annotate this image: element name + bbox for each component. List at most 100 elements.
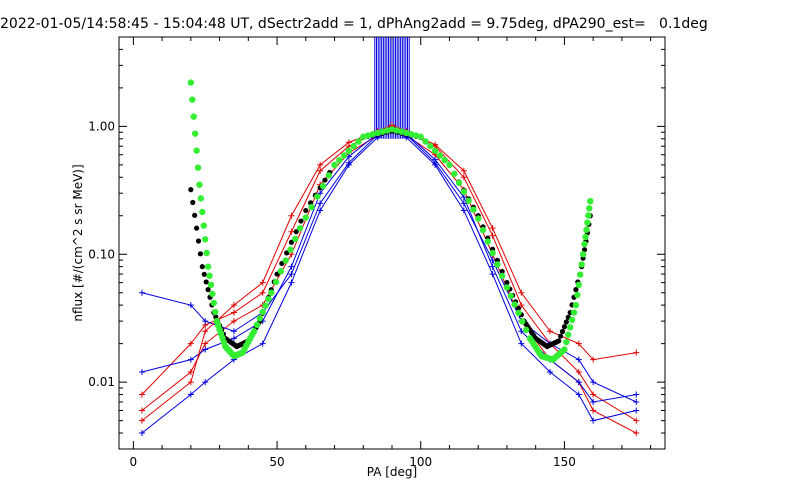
series-line-blue <box>141 126 637 403</box>
data-point-red <box>317 161 324 168</box>
fit-point-black <box>190 199 196 206</box>
data-point-blue <box>259 340 266 347</box>
fit-point-black <box>197 251 204 257</box>
fit-point-green <box>190 113 197 120</box>
data-point-blue <box>202 346 209 353</box>
data-point-blue <box>633 407 640 414</box>
fit-point-green <box>314 193 321 200</box>
fit-point-green <box>202 236 209 243</box>
series-line-red <box>141 124 637 422</box>
data-point-blue <box>460 207 467 214</box>
fit-point-green <box>570 309 578 316</box>
fit-point-green <box>340 152 348 159</box>
fit-point-green <box>407 131 415 138</box>
fit-point-green <box>189 96 196 103</box>
data-point-red <box>230 318 237 325</box>
data-point-blue <box>138 369 145 376</box>
data-point-red <box>590 407 597 414</box>
data-point-blue <box>590 379 597 386</box>
fit-point-green <box>265 295 272 303</box>
data-point-blue <box>460 200 467 207</box>
fit-point-black <box>195 238 202 244</box>
fit-point-green <box>511 301 518 308</box>
fit-point-green <box>277 268 285 275</box>
fit-point-green <box>350 142 357 150</box>
fit-point-green <box>579 251 587 258</box>
y-tick-label: 1.00 <box>88 119 115 133</box>
data-point-blue <box>288 271 295 278</box>
fit-point-green <box>287 246 294 253</box>
data-point-blue <box>202 318 209 325</box>
data-point-red <box>489 232 496 239</box>
fit-point-green <box>199 208 206 216</box>
fit-point-green <box>427 142 434 150</box>
data-point-red <box>460 174 467 181</box>
fit-point-green <box>250 328 258 335</box>
fit-point-black <box>557 333 564 339</box>
data-point-red <box>317 167 324 174</box>
data-point-blue <box>489 263 496 270</box>
fit-point-green <box>484 238 491 245</box>
data-point-blue <box>317 207 324 214</box>
fit-point-green <box>398 128 405 135</box>
data-point-red <box>259 279 266 286</box>
x-tick-label: 50 <box>269 455 284 469</box>
fit-point-green <box>302 214 309 221</box>
fit-point-green <box>566 324 574 331</box>
fit-point-green <box>393 127 400 134</box>
x-axis-label: PA [deg] <box>367 465 417 479</box>
spike-group <box>374 37 410 139</box>
data-point-blue <box>288 263 295 270</box>
data-point-red <box>460 167 467 174</box>
x-tick-label: 150 <box>553 455 576 469</box>
data-point-red <box>187 369 194 376</box>
fit-point-green <box>470 206 477 213</box>
fit-point-green <box>336 156 343 164</box>
fit-point-green <box>586 205 593 212</box>
fit-point-green <box>446 161 453 169</box>
fit-point-green <box>325 172 332 179</box>
fit-point-green <box>503 284 511 291</box>
fit-point-green <box>345 147 353 155</box>
data-point-red <box>489 225 496 232</box>
fit-point-black <box>303 207 309 214</box>
fit-point-green <box>268 289 275 296</box>
series-line-blue <box>141 130 637 434</box>
data-point-red <box>187 379 194 386</box>
data-point-red <box>547 328 554 335</box>
fit-point-green <box>582 233 589 241</box>
data-point-red <box>633 349 640 356</box>
fit-point-green <box>441 156 448 164</box>
data-point-red <box>259 289 266 296</box>
fit-point-green <box>253 321 261 329</box>
fit-point-black <box>515 305 522 311</box>
fit-point-black <box>201 271 207 277</box>
data-point-red <box>187 340 194 347</box>
data-point-red <box>590 391 597 398</box>
data-point-red <box>633 417 640 424</box>
fit-point-green <box>203 249 210 257</box>
fit-point-green <box>212 308 219 316</box>
fit-point-green <box>204 263 212 270</box>
fit-point-black <box>188 187 194 193</box>
fit-point-green <box>207 281 215 289</box>
x-tick-label: 0 <box>130 455 138 469</box>
fit-point-green <box>403 129 410 137</box>
fit-point-green <box>489 249 496 257</box>
fit-point-black <box>193 225 200 231</box>
fit-point-green <box>585 212 592 219</box>
fit-point-black <box>559 328 566 335</box>
fit-point-green <box>563 338 570 346</box>
y-tick-label: 0.10 <box>88 247 115 261</box>
fit-point-green <box>187 79 195 86</box>
data-point-red <box>633 430 640 437</box>
fit-point-green <box>498 272 506 280</box>
data-point-red <box>288 228 295 235</box>
fit-point-green <box>308 203 315 211</box>
data-point-blue <box>288 279 295 286</box>
fit-point-green <box>565 331 572 338</box>
fit-point-green <box>194 164 202 171</box>
data-point-red <box>138 391 145 398</box>
data-point-red <box>230 309 237 316</box>
